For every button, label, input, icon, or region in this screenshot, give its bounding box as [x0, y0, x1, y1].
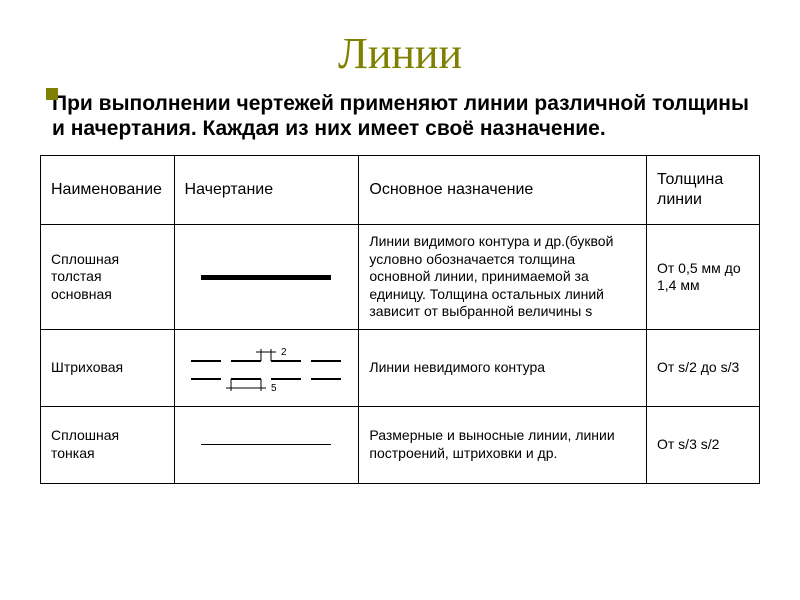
col-style: Начертание [174, 156, 359, 225]
row-name: Сплошная толстая основная [41, 225, 175, 330]
col-purpose: Основное назначение [359, 156, 647, 225]
row-style: 2 5 [174, 329, 359, 406]
solid-thick-line-icon [185, 247, 349, 307]
gap-label: 2 [281, 347, 287, 358]
dashed-line-icon: 2 5 [185, 338, 349, 398]
row-thickness: От s/3 s/2 [646, 406, 759, 483]
row-style [174, 225, 359, 330]
intro-text: При выполнении чертежей применяют линии … [52, 91, 760, 141]
row-purpose: Линии видимого контура и др.(буквой усло… [359, 225, 647, 330]
row-name: Штриховая [41, 329, 175, 406]
col-thickness: Толщина линии [646, 156, 759, 225]
row-thickness: От 0,5 мм до 1,4 мм [646, 225, 759, 330]
lines-table: Наименование Начертание Основное назначе… [40, 155, 760, 484]
table-row: Сплошная толстая основная Линии видимого… [41, 225, 760, 330]
row-purpose: Размерные и выносные линии, линии постро… [359, 406, 647, 483]
row-purpose: Линии невидимого контура [359, 329, 647, 406]
table-row: Сплошная тонкая Размерные и выносные лин… [41, 406, 760, 483]
slide: Линии При выполнении чертежей применяют … [0, 0, 800, 600]
col-name: Наименование [41, 156, 175, 225]
row-style [174, 406, 359, 483]
row-name: Сплошная тонкая [41, 406, 175, 483]
solid-thin-line-icon [185, 415, 349, 475]
bullet-icon [46, 88, 58, 100]
segment-label: 5 [271, 383, 277, 393]
table-row: Штриховая [41, 329, 760, 406]
row-thickness: От s/2 до s/3 [646, 329, 759, 406]
page-title: Линии [40, 28, 760, 79]
table-header-row: Наименование Начертание Основное назначе… [41, 156, 760, 225]
